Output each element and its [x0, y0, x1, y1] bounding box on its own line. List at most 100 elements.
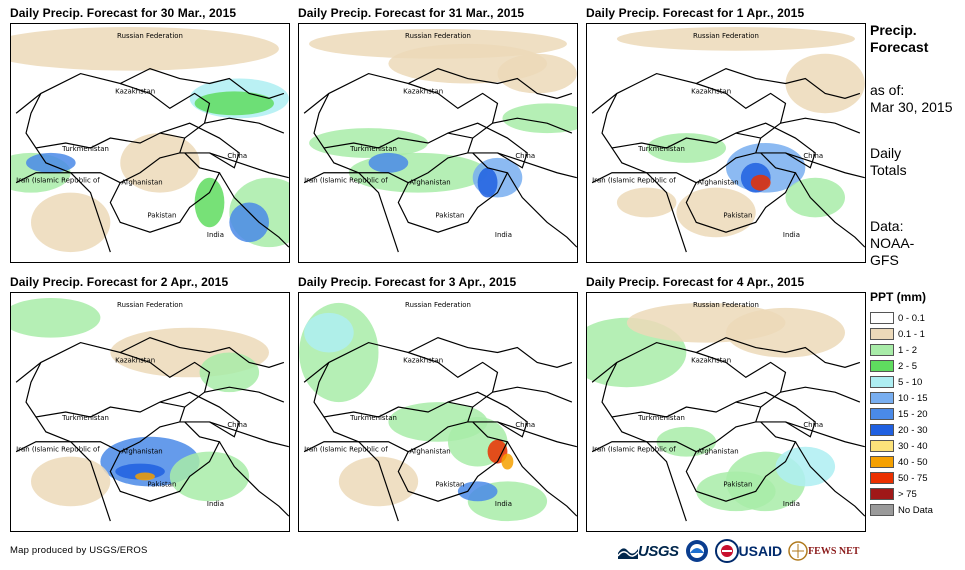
legend-label: 40 - 50: [898, 456, 928, 468]
panel-title: Daily Precip. Forecast for 30 Mar., 2015: [10, 6, 237, 20]
country-border: [794, 172, 865, 248]
country-label-pakistan: Pakistan: [723, 211, 752, 219]
legend: 0 - 0.1 0.1 - 1 1 - 2 2 - 5 5 - 10 10 - 15 15 …: [870, 310, 933, 518]
panel-title: Daily Precip. Forecast for 1 Apr., 2015: [586, 6, 805, 20]
country-label-china: China: [515, 421, 535, 429]
country-label-turkmenistan: Turkmenistan: [61, 145, 109, 153]
legend-label: 5 - 10: [898, 376, 923, 388]
precip-area: [388, 43, 548, 84]
country-label-iran: Iran (Islamic Republic of: [16, 177, 100, 185]
precip-area: [696, 471, 776, 512]
country-label-india: India: [783, 231, 800, 239]
precip-area: [676, 187, 756, 238]
country-label-china: China: [227, 152, 247, 160]
forecast-map: Russian Federation Kazakhstan Turkmenistan…: [586, 23, 866, 263]
legend-swatch: [870, 456, 894, 468]
legend-title: PPT (mm): [870, 290, 927, 304]
country-label-afghanistan: Afghanistan: [697, 448, 738, 456]
legend-label: 1 - 2: [898, 344, 918, 356]
legend-swatch: [870, 440, 894, 452]
legend-item: 15 - 20: [870, 406, 933, 422]
precip-area: [31, 192, 111, 253]
logo-bar: USGS USAID FEWS NET: [618, 536, 865, 566]
fewsnet-globe-icon: [788, 541, 808, 561]
country-label-india: India: [495, 500, 512, 508]
panel-title: Daily Precip. Forecast for 4 Apr., 2015: [586, 275, 805, 289]
sidebar-totals: Totals: [870, 162, 907, 178]
noaa-icon: [685, 540, 708, 562]
sidebar-data-label: Data:: [870, 218, 904, 234]
country-border: [467, 152, 577, 179]
forecast-map: Russian Federation Kazakhstan Turkmenistan…: [298, 292, 578, 532]
sidebar-title-line2: Forecast: [870, 39, 929, 55]
fewsnet-logo: FEWS NET: [788, 541, 859, 561]
precip-area: [229, 202, 269, 243]
usaid-seal-icon: [714, 539, 739, 563]
precip-area: [616, 26, 855, 51]
precip-area: [169, 451, 250, 502]
legend-label: 15 - 20: [898, 408, 928, 420]
country-label-india: India: [207, 231, 224, 239]
precip-area: [616, 187, 677, 218]
country-label-kazakhstan: Kazakhstan: [403, 356, 443, 364]
precip-area: [785, 53, 865, 114]
sidebar-asof-label: as of:: [870, 82, 905, 98]
country-border: [492, 117, 573, 134]
country-label-afghanistan: Afghanistan: [697, 179, 738, 187]
country-border: [397, 152, 509, 233]
legend-item: 2 - 5: [870, 358, 933, 374]
country-label-kazakhstan: Kazakhstan: [115, 356, 155, 364]
country-label-kazakhstan: Kazakhstan: [403, 87, 443, 95]
country-label-russia: Russian Federation: [693, 32, 759, 40]
country-border: [447, 391, 528, 438]
country-label-turkmenistan: Turkmenistan: [637, 414, 685, 422]
credit-text: Map produced by USGS/EROS: [10, 545, 148, 556]
sidebar-data-source2: GFS: [870, 252, 899, 268]
sidebar-title-line1: Precip.: [870, 22, 917, 38]
legend-swatch: [870, 504, 894, 516]
country-label-iran: Iran (Islamic Republic of: [304, 177, 388, 185]
country-border: [794, 441, 865, 517]
country-border: [780, 386, 861, 403]
country-border: [179, 152, 289, 179]
legend-item: 5 - 10: [870, 374, 933, 390]
legend-item: 20 - 30: [870, 422, 933, 438]
legend-label: 10 - 15: [898, 392, 928, 404]
legend-swatch: [870, 344, 894, 356]
legend-swatch: [870, 328, 894, 340]
legend-label: 0 - 0.1: [898, 312, 925, 324]
precip-area: [501, 453, 514, 470]
country-border: [591, 67, 861, 114]
precip-area: [194, 177, 225, 228]
country-border: [303, 336, 573, 383]
country-label-russia: Russian Federation: [117, 32, 183, 40]
country-label-russia: Russian Federation: [693, 301, 759, 309]
precip-area: [477, 167, 498, 198]
precip-area: [304, 312, 354, 353]
country-label-china: China: [803, 421, 823, 429]
country-border: [467, 421, 577, 448]
legend-swatch: [870, 408, 894, 420]
legend-item: 0 - 0.1: [870, 310, 933, 326]
legend-label: 2 - 5: [898, 360, 918, 372]
country-label-kazakhstan: Kazakhstan: [115, 87, 155, 95]
legend-item: 0.1 - 1: [870, 326, 933, 342]
country-label-india: India: [207, 500, 224, 508]
country-border: [25, 351, 211, 418]
country-border: [601, 351, 787, 418]
country-border: [109, 421, 221, 502]
country-label-iran: Iran (Islamic Republic of: [592, 177, 676, 185]
country-border: [15, 67, 285, 114]
country-label-russia: Russian Federation: [117, 301, 183, 309]
country-label-afghanistan: Afghanistan: [409, 448, 450, 456]
noaa-logo: [685, 539, 709, 563]
forecast-map: Russian Federation Kazakhstan Turkmenistan…: [298, 23, 578, 263]
country-label-india: India: [495, 231, 512, 239]
precip-area: [457, 481, 498, 502]
legend-swatch: [870, 424, 894, 436]
legend-item: 40 - 50: [870, 454, 933, 470]
country-label-russia: Russian Federation: [405, 301, 471, 309]
country-border: [204, 386, 285, 403]
country-border: [492, 386, 573, 403]
legend-swatch: [870, 392, 894, 404]
